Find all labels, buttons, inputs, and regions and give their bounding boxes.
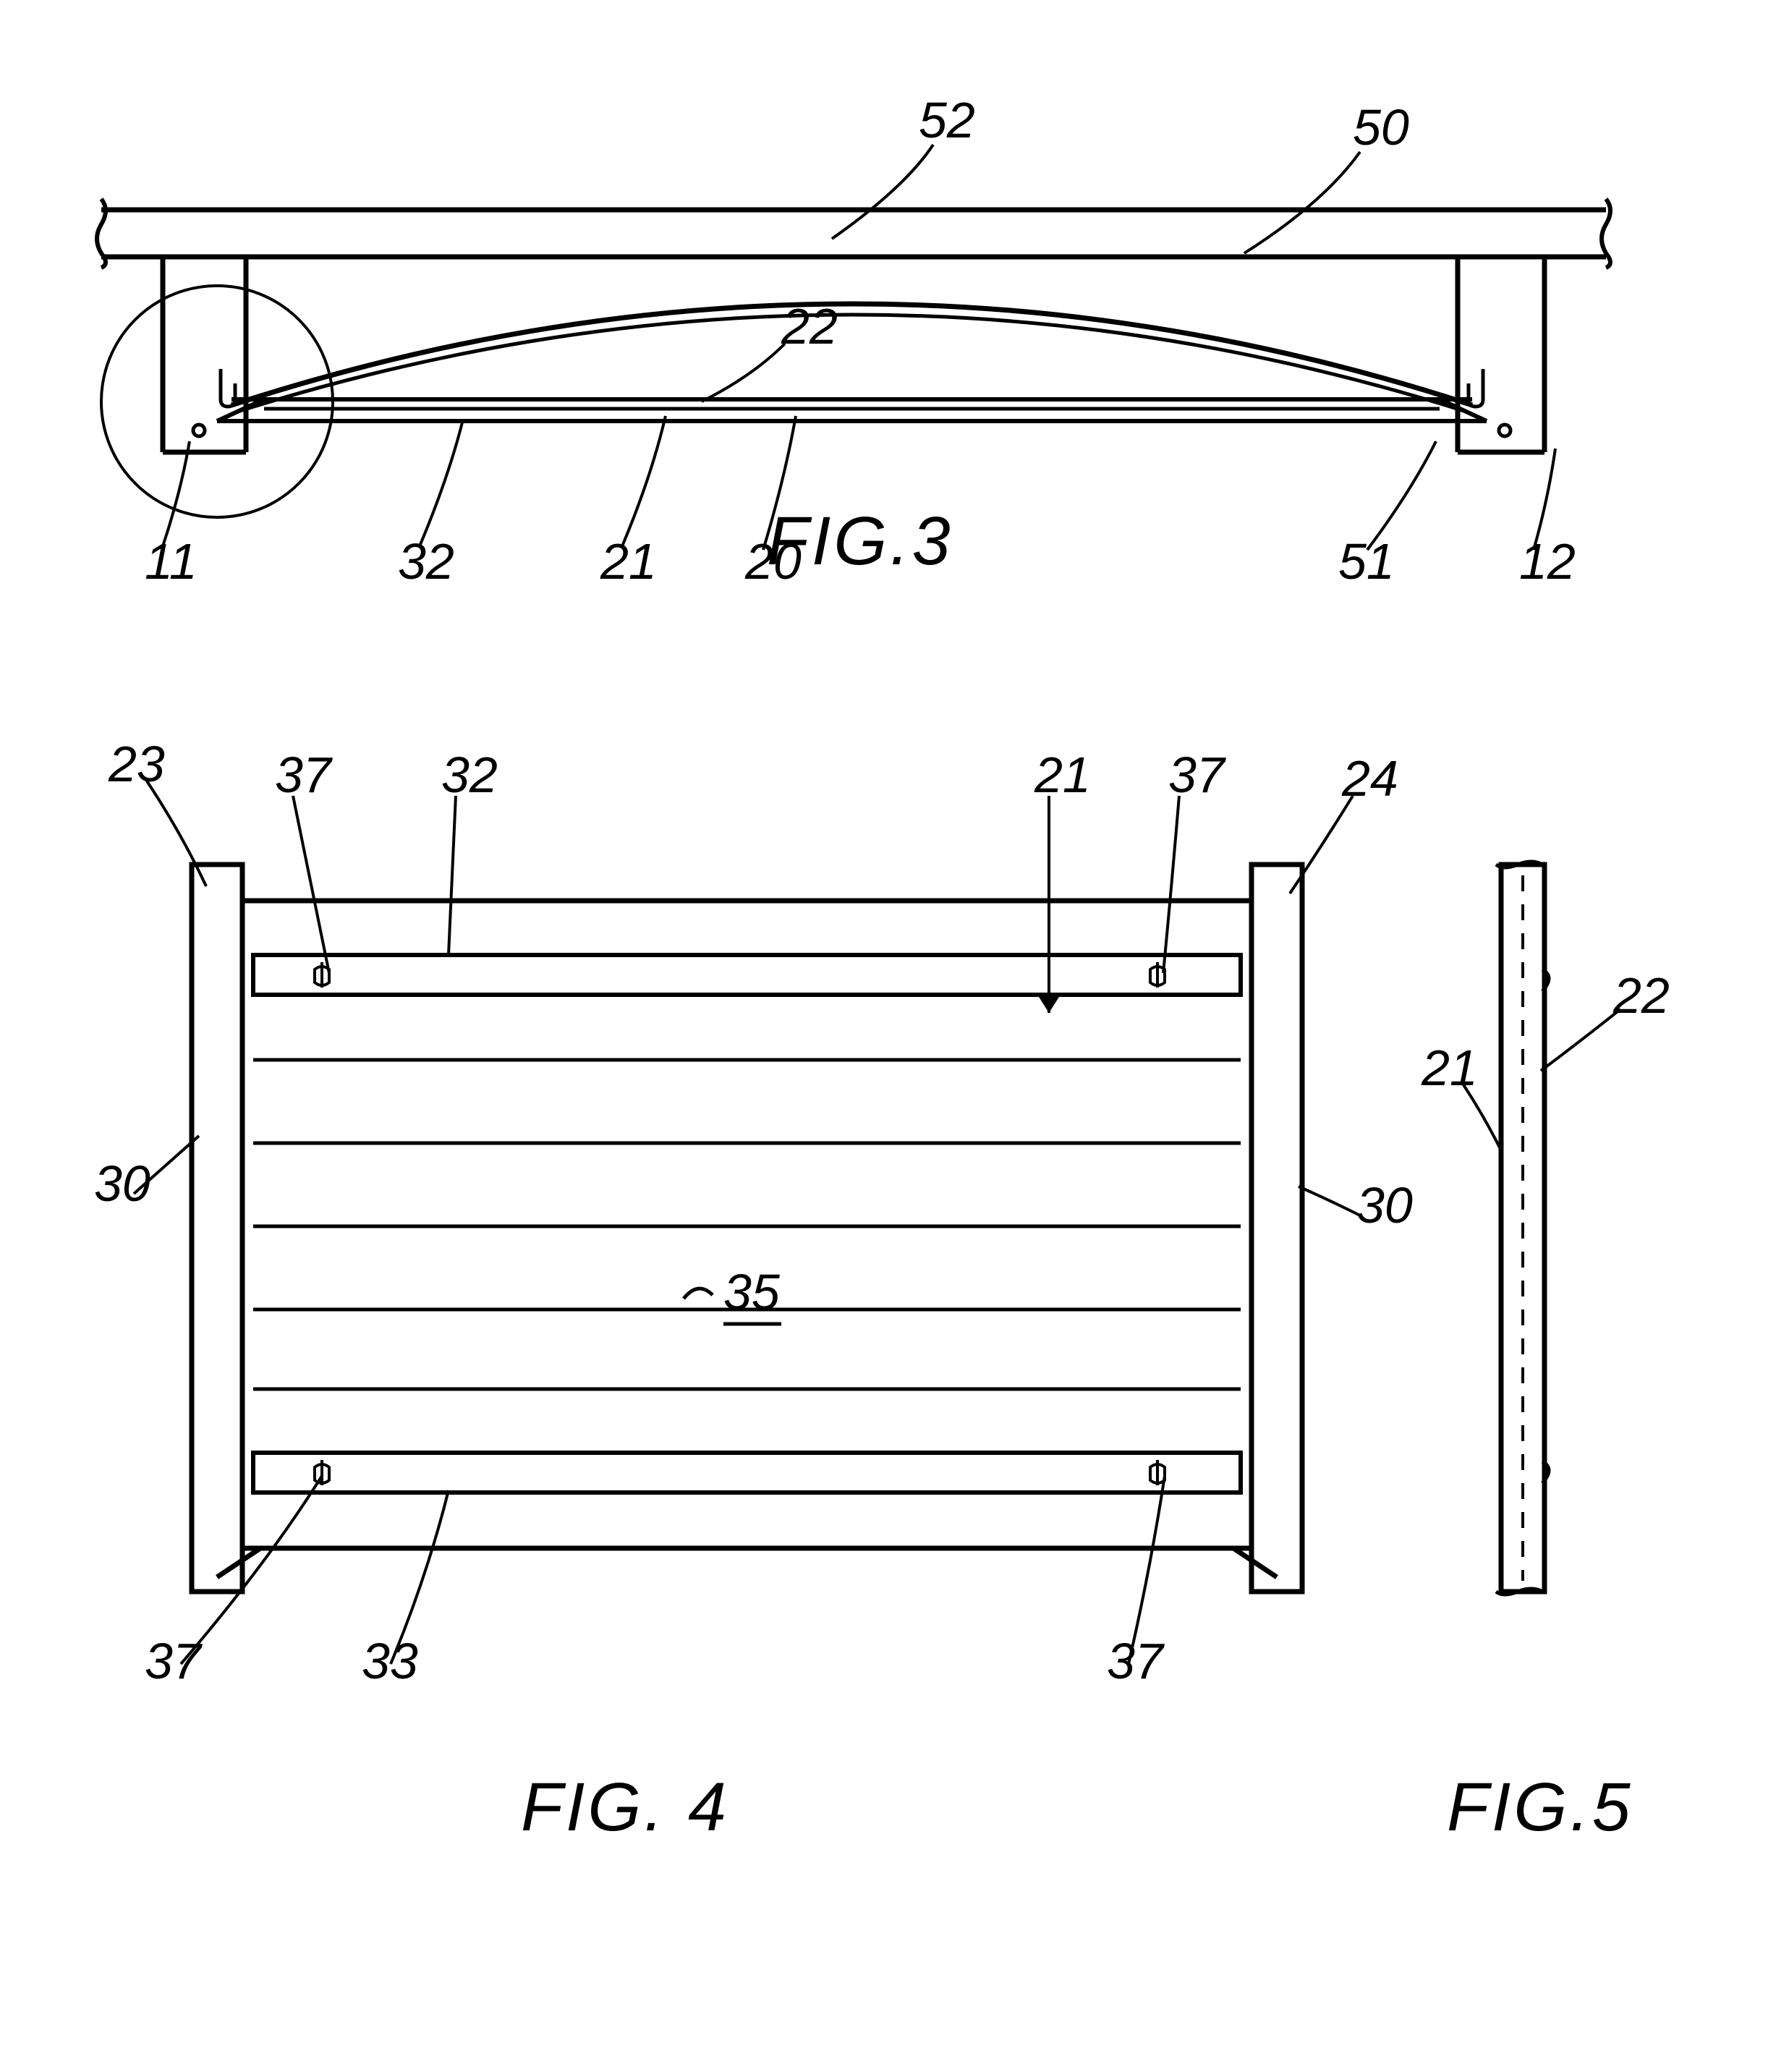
ref-30a: 30	[94, 1155, 150, 1212]
ref-52: 52	[919, 92, 975, 148]
ref-37c: 37	[145, 1633, 203, 1689]
ref-50: 50	[1353, 99, 1409, 156]
ref-21: 21	[600, 533, 657, 590]
ref-37b: 37	[1168, 747, 1227, 803]
figure-4: 23 37 32 21 37 24 30 30 35 37 33 37 FIG.…	[94, 736, 1413, 1846]
figure-5: 22 21 FIG.5	[1421, 862, 1670, 1846]
ref-30b: 30	[1356, 1177, 1413, 1234]
ref-11: 11	[145, 533, 197, 590]
ref-33: 33	[362, 1633, 418, 1689]
ref-32: 32	[398, 533, 454, 590]
ref-23: 23	[108, 736, 165, 792]
ref-24: 24	[1341, 750, 1398, 807]
ref-37a: 37	[275, 747, 333, 803]
ref-22b: 22	[1612, 967, 1670, 1024]
patent-drawing-sheet: 52 50 22 11 32 21 20 51 12 FIG.3	[0, 0, 1789, 2072]
fig4-label: FIG. 4	[521, 1769, 729, 1846]
fig5-label: FIG.5	[1447, 1769, 1633, 1846]
ref-32b: 32	[441, 747, 498, 803]
ref-51: 51	[1338, 533, 1395, 590]
ref-21c: 21	[1421, 1040, 1478, 1096]
figure-3: 52 50 22 11 32 21 20 51 12 FIG.3	[97, 92, 1610, 590]
ref-22: 22	[781, 298, 838, 354]
fig3-label: FIG.3	[767, 503, 953, 579]
ref-12: 12	[1519, 533, 1576, 590]
ref-35: 35	[723, 1264, 781, 1320]
ref-37d: 37	[1107, 1633, 1165, 1689]
ref-21b: 21	[1034, 747, 1091, 803]
